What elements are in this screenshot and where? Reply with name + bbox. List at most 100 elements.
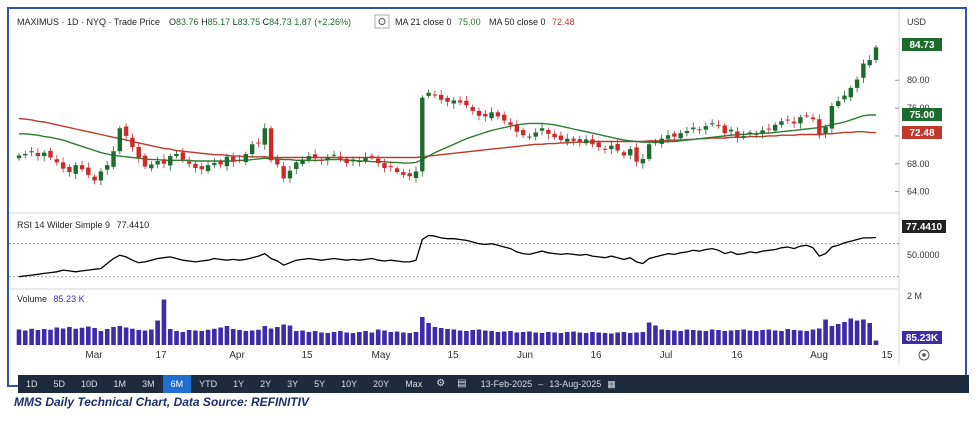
candle [672, 131, 677, 142]
volume-bar [766, 329, 772, 345]
timeframe-20y[interactable]: 20Y [373, 379, 390, 389]
volume-bar [634, 332, 639, 345]
volume-bar [722, 331, 728, 345]
volume-bar [816, 328, 822, 345]
volume-bar [249, 330, 255, 345]
timeframe-6m[interactable]: 6M [162, 375, 192, 393]
volume-bar [854, 320, 860, 345]
candle [73, 161, 78, 180]
rsi-levels [9, 243, 899, 278]
low-key: L [233, 17, 238, 27]
timeframe-2y[interactable]: 2Y [260, 379, 272, 389]
volume-bar [413, 332, 419, 345]
candle [741, 130, 746, 140]
candle [186, 156, 192, 168]
candle [35, 148, 41, 161]
chart-settings-icon[interactable]: ⚙ [436, 378, 446, 389]
timeframe-1m[interactable]: 1M [113, 379, 127, 389]
volume-bar [92, 328, 97, 345]
ma50-legend[interactable]: MA 50 close 0 72.48 [489, 17, 575, 27]
candle [48, 147, 53, 160]
candle [331, 150, 337, 159]
zoom-reset-icon[interactable] [918, 349, 930, 361]
date-separator: – [538, 379, 544, 389]
calendar-icon[interactable]: ▦ [607, 379, 616, 389]
volume-bar [577, 332, 583, 345]
volume-bar [54, 327, 60, 345]
candle [817, 114, 822, 140]
timeframe-max[interactable]: Max [405, 379, 423, 389]
candle [508, 118, 513, 130]
candle [42, 150, 47, 162]
volume-bar [489, 331, 494, 345]
candle [123, 123, 129, 140]
volume-bar [640, 332, 646, 345]
volume-bar [388, 332, 394, 345]
candle [659, 134, 664, 148]
volume-bar [747, 330, 753, 345]
candle [590, 134, 595, 148]
candle [249, 141, 255, 158]
candle [231, 152, 236, 167]
candle [86, 162, 91, 179]
candle [350, 156, 356, 166]
candle [67, 164, 72, 177]
ma21-legend[interactable]: MA 21 close 0 75.00 [395, 17, 481, 27]
candle [546, 127, 551, 140]
volume-bar [41, 329, 47, 345]
table-view-icon[interactable]: ▤ [457, 378, 467, 389]
volume-tick-2m: 2 M [907, 291, 922, 301]
volume-bar [804, 331, 809, 345]
svg-text:77.4410: 77.4410 [906, 222, 943, 233]
volume-bar [174, 331, 179, 345]
candle [388, 161, 393, 172]
volume-bar [344, 332, 349, 345]
candle [155, 156, 160, 169]
ma50-line [18, 117, 877, 159]
volume-bar [149, 329, 154, 345]
volume-bar [287, 325, 293, 345]
candle [861, 59, 866, 84]
volume-bar [514, 332, 520, 345]
volume-bar [382, 330, 387, 345]
candle [646, 141, 652, 162]
candle [262, 123, 267, 150]
date-range-picker[interactable]: 13-Feb-2025–13-Aug-2025 ▦ [473, 375, 624, 393]
candle [489, 107, 494, 121]
candle [798, 114, 803, 129]
volume-bar [79, 327, 85, 345]
ma50-label: MA 50 close 0 [489, 17, 546, 27]
rsi-line [18, 234, 877, 278]
volume-bar [218, 327, 223, 345]
volume-bar [167, 329, 173, 345]
timeframe-ytd[interactable]: YTD [199, 379, 218, 389]
volume-bar [753, 331, 759, 345]
candle [527, 133, 532, 141]
candle [218, 158, 223, 169]
volume-bar [564, 332, 570, 345]
volume-bar [520, 332, 526, 345]
timeframe-10y[interactable]: 10Y [341, 379, 358, 389]
volume-bar [180, 332, 186, 345]
candle [476, 107, 482, 121]
timeframe-5d[interactable]: 5D [53, 379, 66, 389]
timeframe-10d[interactable]: 10D [81, 379, 98, 389]
volume-bar [60, 328, 66, 345]
candle [382, 158, 387, 173]
timeframe-3y[interactable]: 3Y [287, 379, 299, 389]
volume-bar [369, 332, 375, 345]
candle [653, 138, 658, 146]
volume-bar [300, 330, 305, 345]
volume-bars [16, 299, 879, 345]
timeframe-1d[interactable]: 1D [26, 379, 38, 389]
volume-bar [432, 327, 438, 345]
timeframe-1y[interactable]: 1Y [233, 379, 245, 389]
volume-bar [136, 330, 142, 345]
x-tick-label: 15 [881, 350, 893, 361]
timeframe-5y[interactable]: 5Y [314, 379, 326, 389]
volume-bar [142, 330, 148, 345]
timeframe-3m[interactable]: 3M [142, 379, 155, 389]
price-tick-label: 68.00 [907, 159, 930, 169]
volume-bar [212, 328, 217, 345]
settings-icon[interactable] [374, 14, 390, 29]
